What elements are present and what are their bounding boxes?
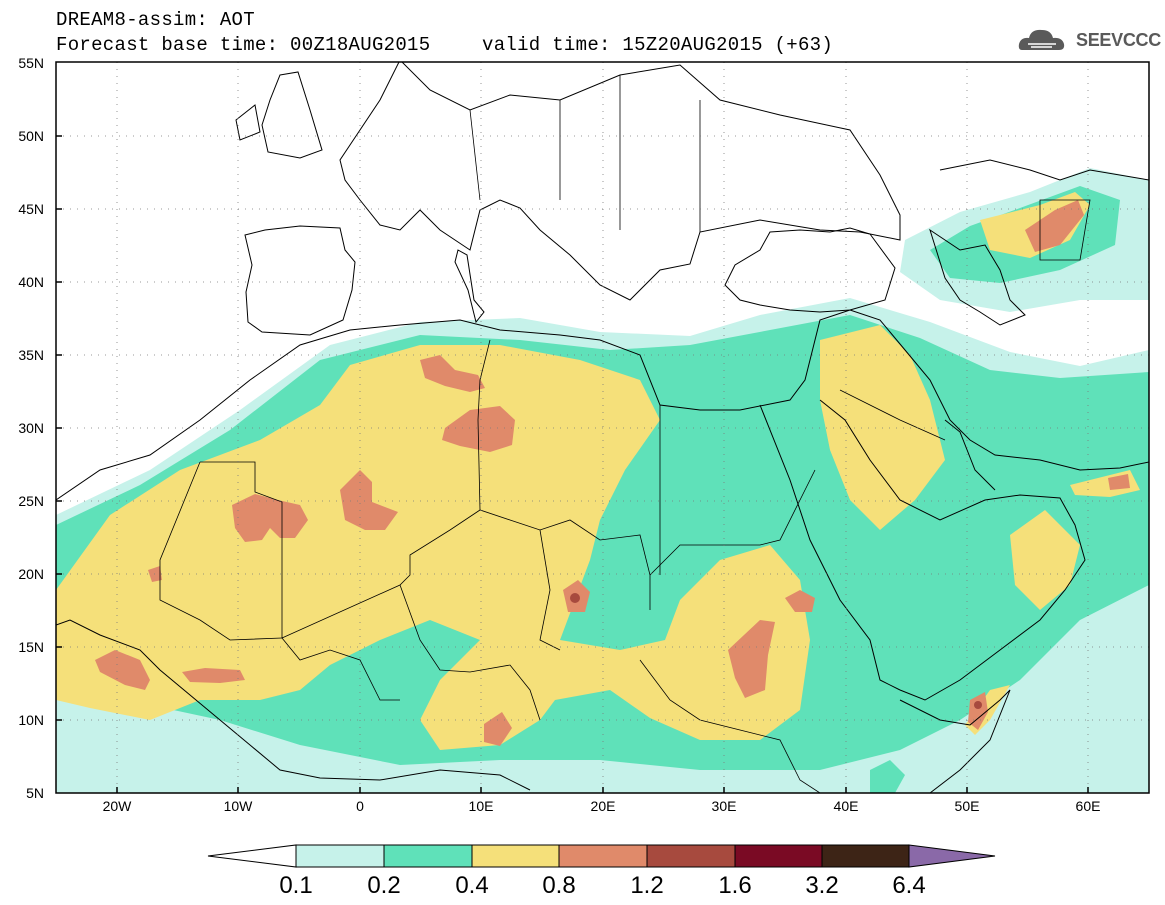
valid-time-label: valid time: 15Z20AUG2015 (+63) bbox=[482, 34, 834, 56]
colorbar-swatch-0.4 bbox=[471, 844, 560, 868]
colorbar-swatch-1.6 bbox=[734, 844, 823, 868]
aot-level-08 bbox=[95, 200, 1130, 746]
lon-label: 30E bbox=[711, 798, 737, 814]
colorbar-swatch-0.8 bbox=[558, 844, 648, 868]
colorbar-label: 1.6 bbox=[718, 872, 752, 899]
colorbar-label: 0.2 bbox=[367, 872, 401, 899]
colorbar-swatch-0.2 bbox=[383, 844, 473, 868]
colorbar-swatch-0.1 bbox=[295, 844, 385, 868]
coastlines bbox=[56, 62, 1149, 793]
cloud-icon bbox=[1018, 29, 1065, 50]
colorbar-swatch-below bbox=[207, 844, 297, 868]
lon-label: 50E bbox=[954, 798, 980, 814]
lat-label: 45N bbox=[18, 201, 44, 217]
map-frame bbox=[55, 61, 1150, 794]
lon-label: 20W bbox=[102, 798, 132, 814]
colorbar-label: 0.1 bbox=[279, 872, 313, 899]
lat-label: 40N bbox=[18, 274, 44, 290]
lat-label: 10N bbox=[18, 712, 44, 728]
country-borders bbox=[159, 75, 1091, 793]
lat-label: 30N bbox=[18, 420, 44, 436]
lat-label: 55N bbox=[18, 55, 44, 71]
lon-label: 60E bbox=[1075, 798, 1101, 814]
lon-label: 20E bbox=[590, 798, 616, 814]
lat-label: 25N bbox=[18, 493, 44, 509]
colorbar-swatch-1.2 bbox=[646, 844, 736, 868]
lon-label: 10E bbox=[468, 798, 494, 814]
map-title: DREAM8-assim: AOT bbox=[56, 9, 255, 31]
lat-label: 50N bbox=[18, 128, 44, 144]
colorbar-swatch-above bbox=[908, 844, 996, 868]
lon-label: 40E bbox=[833, 798, 859, 814]
lat-label: 5N bbox=[26, 785, 44, 801]
colorbar-swatch-3.2 bbox=[821, 844, 910, 868]
colorbar-label: 6.4 bbox=[892, 872, 926, 899]
lon-label: 0 bbox=[356, 798, 364, 814]
logo-text: SEEVCCC bbox=[1076, 30, 1161, 50]
colorbar-label: 1.2 bbox=[630, 872, 664, 899]
colorbar bbox=[207, 844, 996, 868]
lat-label: 20N bbox=[18, 566, 44, 582]
lat-label: 15N bbox=[18, 639, 44, 655]
colorbar-label: 0.8 bbox=[542, 872, 576, 899]
graticule bbox=[56, 62, 1149, 793]
base-time-label: Forecast base time: 00Z18AUG2015 bbox=[56, 34, 431, 56]
colorbar-label: 3.2 bbox=[805, 872, 839, 899]
lon-label: 10W bbox=[223, 798, 253, 814]
colorbar-label: 0.4 bbox=[455, 872, 489, 899]
lat-label: 35N bbox=[18, 347, 44, 363]
aot-level-12 bbox=[570, 593, 982, 709]
